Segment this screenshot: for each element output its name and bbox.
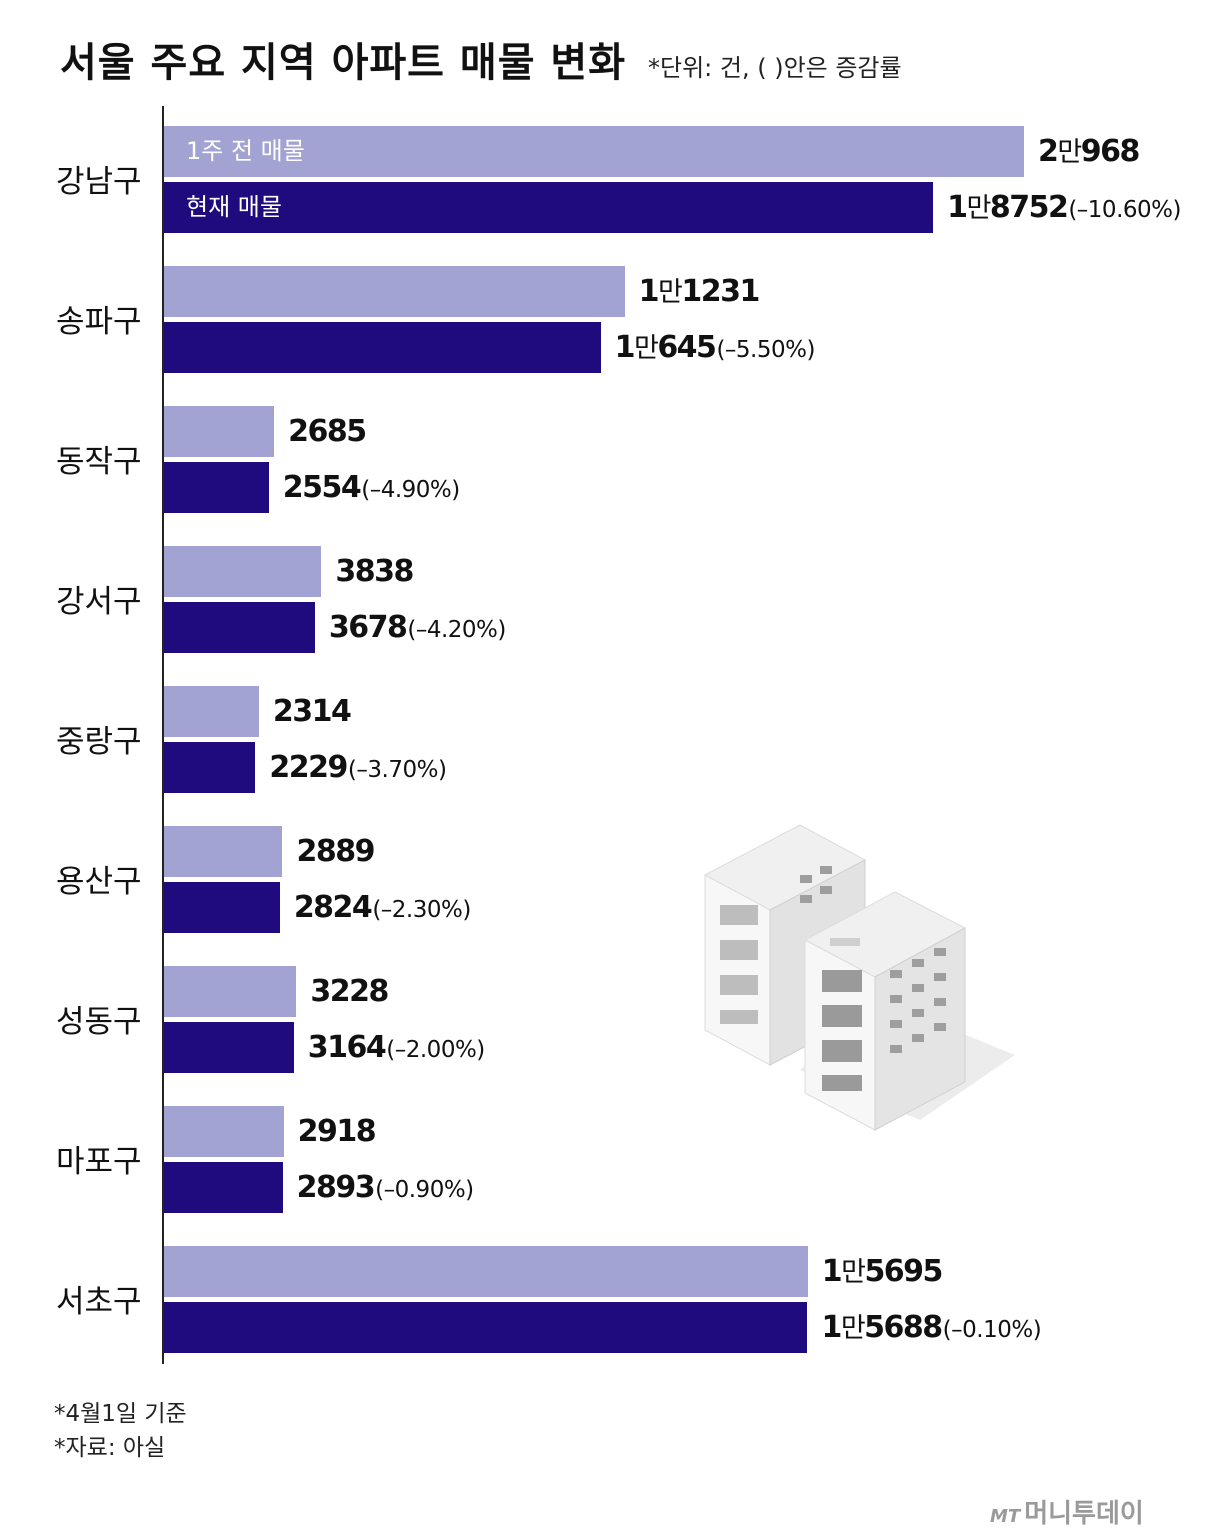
bar-previous-week <box>164 266 625 317</box>
bar-current <box>164 1302 808 1353</box>
change-rate-label: (–2.00%) <box>386 1037 485 1063</box>
bar-current <box>164 182 934 233</box>
category-label: 강남구 <box>56 164 142 200</box>
bar-previous-week <box>164 406 275 457</box>
bar-previous-week <box>164 826 283 877</box>
category-label: 동작구 <box>56 444 142 480</box>
category-label: 용산구 <box>56 864 142 900</box>
change-rate-label: (–10.60%) <box>1068 197 1181 223</box>
category-label: 성동구 <box>56 1004 142 1040</box>
change-rate-label: (–2.30%) <box>372 897 471 923</box>
value-label-previous: 3228 <box>310 974 389 1009</box>
bar-current <box>164 882 280 933</box>
bar-previous-week <box>164 966 297 1017</box>
legend-current-label: 현재 매물 <box>186 193 282 221</box>
brand-mark: MT <box>990 1506 1021 1527</box>
category-label: 강서구 <box>56 584 142 620</box>
change-rate-label: (–4.20%) <box>407 617 506 643</box>
brand-logo: MT 머니투데이 <box>990 1493 1144 1530</box>
change-rate-label: (–3.70%) <box>347 757 447 783</box>
bar-current <box>164 742 256 793</box>
value-label-current: 1만5688(–0.10%) <box>821 1310 1042 1345</box>
category-label: 서초구 <box>56 1284 142 1320</box>
change-rate-label: (–0.10%) <box>942 1317 1042 1343</box>
change-rate-label: (–4.90%) <box>361 477 460 503</box>
bar-previous-week <box>164 126 1024 177</box>
value-label-previous: 1만5695 <box>821 1254 944 1289</box>
bar-current <box>164 322 601 373</box>
y-axis-line <box>162 106 164 1364</box>
value-label-current: 2554(–4.90%) <box>282 470 461 505</box>
legend-previous-label: 1주 전 매물 <box>186 137 305 165</box>
bar-previous-week <box>164 546 322 597</box>
value-label-previous: 2685 <box>288 414 367 449</box>
value-label-current: 1만8752(–10.60%) <box>947 190 1181 225</box>
chart-subtitle: *단위: 건, ( )안은 증감률 <box>648 54 902 82</box>
brand-name: 머니투데이 <box>1024 1499 1144 1529</box>
bar-previous-week <box>164 686 259 737</box>
footnote-date: *4월1일 기준 <box>54 1401 187 1427</box>
value-label-current: 3164(–2.00%) <box>307 1030 486 1065</box>
bar-current <box>164 602 315 653</box>
bar-previous-week <box>164 1246 808 1297</box>
bar-current <box>164 1022 294 1073</box>
chart-title: 서울 주요 지역 아파트 매물 변화 <box>60 40 627 86</box>
value-label-previous: 2918 <box>297 1114 377 1149</box>
change-rate-label: (–0.90%) <box>375 1177 474 1203</box>
category-label: 마포구 <box>56 1144 142 1180</box>
value-label-previous: 2만968 <box>1038 134 1140 169</box>
bar-current <box>164 1162 283 1213</box>
value-label-previous: 2889 <box>296 834 375 869</box>
change-rate-label: (–5.50%) <box>716 337 815 363</box>
bar-current <box>164 462 269 513</box>
bar-previous-week <box>164 1106 284 1157</box>
value-label-previous: 3838 <box>335 554 414 589</box>
value-label-previous: 2314 <box>272 694 352 729</box>
value-label-current: 3678(–4.20%) <box>328 610 507 645</box>
value-label-current: 2824(–2.30%) <box>293 890 472 925</box>
value-label-current: 2893(–0.90%) <box>296 1170 475 1205</box>
footnote-source: *자료: 아실 <box>54 1435 166 1461</box>
apartment-building-illustration <box>703 824 1015 1131</box>
value-label-current: 2229(–3.70%) <box>269 750 447 785</box>
category-label: 송파구 <box>56 304 142 340</box>
value-label-previous: 1만1231 <box>638 274 761 309</box>
category-label: 중랑구 <box>56 724 142 760</box>
value-label-current: 1만645(–5.50%) <box>614 330 816 365</box>
